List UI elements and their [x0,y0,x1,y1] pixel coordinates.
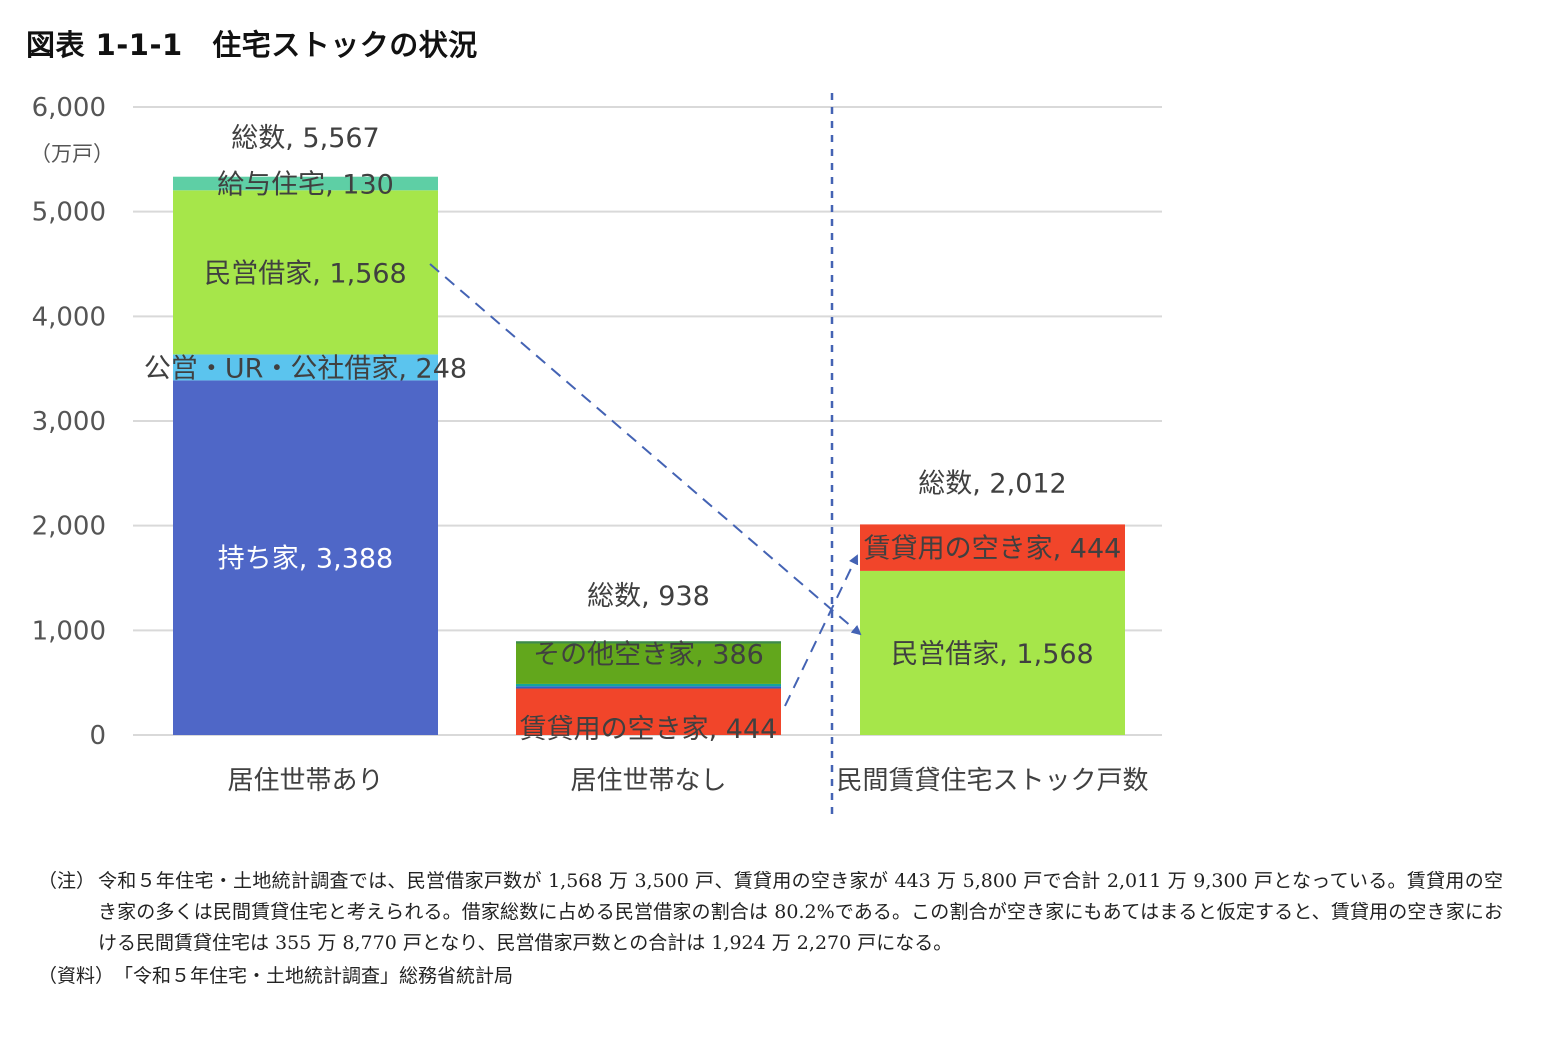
segment-label: その他空き家, 386 [533,640,764,671]
bar-segment [173,354,438,381]
note-row: （注） 令和５年住宅・土地統計調査では、民営借家戸数が 1,568 万 3,50… [38,866,1503,959]
y-tick-label: 0 [89,721,106,751]
bar-segment [516,641,781,644]
note-label: （注） [38,870,96,892]
bars [173,176,1125,735]
y-axis-unit-label: （万戸） [30,142,114,166]
category-label: 居住世帯あり [227,766,383,796]
total-label: 総数, 938 [587,581,710,612]
category-label: 居住世帯なし [570,766,726,796]
bar-segment [516,683,781,687]
bar-segment [173,380,438,735]
arrow-vacant-rental [784,554,859,707]
segment-label: 賃貸用の空き家, 444 [864,534,1122,565]
bar-segment [516,688,781,735]
total-label: 総数, 2,012 [918,468,1066,499]
y-axis-ticks: 0 1,000 2,000 3,000 4,000 5,000 6,000 [32,93,106,751]
arrow-private-rental [429,263,862,636]
category-label: 民間賃貸住宅ストック戸数 [836,766,1148,796]
chart-title: 図表 1-1-1 住宅ストックの状況 [26,28,478,62]
bar-segment [173,176,438,191]
segment-label: 公営・UR・公社借家, 248 [144,353,467,384]
bar-segment [516,686,781,689]
data-labels: 持ち家, 3,388 公営・UR・公社借家, 248 民営借家, 1,568 給与住宅… [144,123,1121,745]
footnotes: （注） 令和５年住宅・土地統計調査では、民営借家戸数が 1,568 万 3,50… [38,866,1503,992]
y-tick-label: 2,000 [32,512,106,542]
bar-segment [860,570,1125,735]
source-text: 「令和５年住宅・土地統計調査」総務省統計局 [114,965,514,987]
note-text: 令和５年住宅・土地統計調査では、民営借家戸数が 1,568 万 3,500 戸、… [98,870,1503,954]
x-axis-categories: 居住世帯あり 居住世帯なし 民間賃貸住宅ストック戸数 [227,766,1148,796]
annotations [429,93,862,820]
source-row: （資料） 「令和５年住宅・土地統計調査」総務省統計局 [38,961,1503,992]
segment-label: 民営借家, 1,568 [891,639,1093,670]
bar-segment [860,524,1125,571]
y-tick-label: 6,000 [32,93,106,123]
bar-segment [516,643,781,684]
y-tick-label: 1,000 [32,616,106,646]
y-tick-label: 5,000 [32,198,106,228]
total-label: 総数, 5,567 [231,123,379,154]
segment-label: 持ち家, 3,388 [218,544,393,575]
stacked-bar-chart: 0 1,000 2,000 3,000 4,000 5,000 6,000 （万戸） 持ち家… [30,93,1162,820]
y-tick-label: 3,000 [32,407,106,437]
source-label: （資料） [38,965,115,987]
y-tick-label: 4,000 [32,302,106,332]
segment-label: 民営借家, 1,568 [204,258,406,289]
bar-segment [173,190,438,355]
segment-label: 賃貸用の空き家, 444 [520,714,778,745]
segment-label: 給与住宅, 130 [217,170,394,201]
